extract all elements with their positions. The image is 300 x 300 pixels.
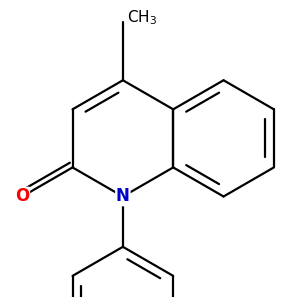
Text: N: N — [116, 188, 130, 206]
Text: CH$_3$: CH$_3$ — [127, 8, 157, 27]
Text: O: O — [15, 188, 29, 206]
